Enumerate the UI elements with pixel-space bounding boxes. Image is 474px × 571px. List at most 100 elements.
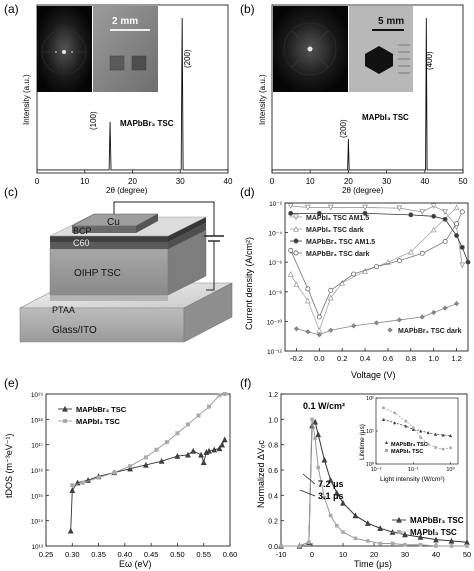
y-tick-label: 10⁻⁶ [269,260,283,267]
xlabel-d: Voltage (V) [351,370,396,380]
data-point [377,525,384,531]
panel-b: 5 mm 0 10 20 30 40 50 (200) (400) MAPbI₃ TSC … [258,4,468,195]
data-point [288,247,294,253]
data-point [419,314,425,320]
plot-frame-e [45,393,231,547]
inset-data-point [404,419,408,423]
y-tick-label: 0.0 [268,544,278,551]
y-tick-label: 0.8 [268,443,278,450]
panel-label-c: (c) [4,185,18,199]
data-point [69,487,76,493]
series-line [290,205,463,266]
inset-data-point [404,424,408,428]
legend-label: MAPbI₃ TSC dark [306,227,364,234]
data-point [316,332,322,338]
data-point [206,404,211,409]
scalebar-label-a: 2 mm [112,16,138,27]
inset-legend-marker [385,441,388,444]
data-point [70,483,75,488]
data-point [185,422,190,427]
inset-data-point [434,446,437,449]
x-tick-label: -0.2 [290,354,303,363]
legend-marker [293,225,299,232]
x-tick-label: 0 [310,550,314,559]
data-point [362,204,368,211]
data-point [459,262,466,269]
data-point [313,436,317,441]
xlabel-e: Eω (eV) [119,559,152,569]
x-tick-label: 10 [80,177,89,186]
data-point [333,489,340,496]
y-tick-label: 10¹⁵ [31,493,43,500]
inset-data-point [411,427,415,431]
data-point [128,464,133,469]
y-tick-label: 1.2 [268,392,278,399]
annotation-intensity-f: 0.1 W/cm² [303,401,345,411]
data-point [335,523,339,528]
data-point [350,323,357,329]
x-tick-label: 0.4 [360,354,370,363]
data-point [200,459,207,466]
data-point [328,327,334,333]
inset-y-tick-label: 10² [366,396,374,402]
xrd-plot-b: 0 10 20 30 40 50 [270,17,468,186]
inset-data-point [411,426,415,429]
data-point [312,418,318,425]
inset-data-point [419,436,423,439]
data-point [154,447,159,452]
jv-plot-d: -0.2 0.0 0.2 0.4 0.6 0.8 1.0 1.2 10⁻¹² 10⁻¹⁰ 10⁻⁸ 1… [267,201,471,363]
xrd-trace [272,17,463,171]
y-tick-label: 10¹⁸ [31,417,43,424]
inset-data-point [449,434,453,438]
data-point [448,537,455,544]
data-point [419,209,426,215]
inset-legend-label: MAPbBr₃ TSC [391,442,428,448]
inset-data-point [382,406,385,410]
data-point [352,512,359,519]
inset-x-tick-label: 10⁰ [446,466,455,473]
sample-label-b: MAPbI₃ TSC [362,113,409,122]
data-point [175,431,180,436]
inset-x-tick-label: 10⁻¹ [408,467,419,473]
peak-label-b-200: (200) [339,119,348,138]
inset-data-point [393,411,396,415]
panel-label-b: (b) [240,2,255,16]
x-tick-label: 0.35 [91,550,106,559]
inset-data-point [393,421,397,425]
tpv-plot-f: -10 0 10 20 30 40 50 0.0 0.2 0.4 0.6 0.8 1.0 1.2 MAPbB… [268,392,471,559]
legend-label: MAPbBr₃ TSC dark [306,251,370,258]
xrd-plot-a: 0 10 20 30 40 [35,17,233,186]
layer-label-cu: Cu [107,217,120,228]
data-point [459,209,465,215]
panel-label-a: (a) [4,2,19,16]
x-tick-label: 0.50 [170,550,185,559]
inset-data-point [441,447,445,451]
inset-legend-label: MAPbI₃ TSC [391,449,423,455]
fft-inset-a [37,6,92,92]
legend-marker [293,250,299,256]
x-tick-label: 40 [432,550,440,559]
x-tick-label: 0.8 [406,354,416,363]
plot-frame-d [284,202,469,352]
legend-marker [293,238,299,244]
plot-frame-b [271,4,464,174]
legend-marker [62,405,68,412]
x-tick-label: 0.6 [383,354,393,363]
y-tick-label: 0.4 [268,493,278,500]
legend-marker [387,327,393,333]
y-tick-label: 10⁻¹² [267,349,283,356]
data-point [305,204,311,211]
inset-data-point [449,446,452,450]
data-point [143,455,148,460]
legend-label: MAPbBr₃ TSC dark [398,328,462,335]
data-point [206,447,212,454]
data-point [112,470,117,475]
legend-marker [63,419,67,423]
y-tick-label: 10⁻⁴ [269,231,283,238]
y-tick-label: 1.0 [268,417,278,424]
data-point [453,204,460,211]
peak-label-a-100: (100) [89,111,98,130]
data-point [465,259,471,265]
inset-data-point [381,417,385,421]
x-tick-label: 1.0 [428,354,438,363]
